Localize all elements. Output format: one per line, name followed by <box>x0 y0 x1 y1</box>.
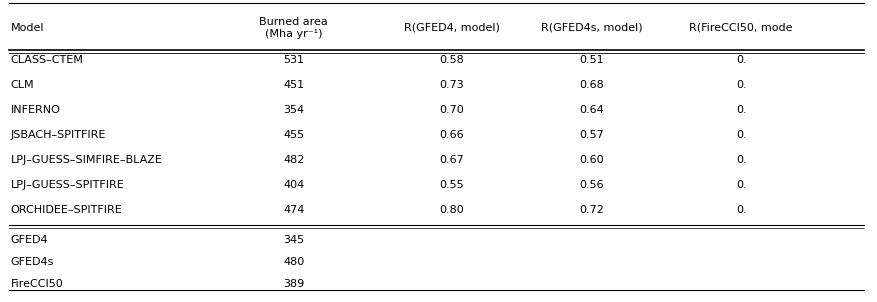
Text: ORCHIDEE–SPITFIRE: ORCHIDEE–SPITFIRE <box>11 205 122 215</box>
Text: GFED4: GFED4 <box>11 235 48 245</box>
Text: 0.56: 0.56 <box>580 180 604 190</box>
Text: CLM: CLM <box>11 80 34 90</box>
Text: LPJ–GUESS–SPITFIRE: LPJ–GUESS–SPITFIRE <box>11 180 125 190</box>
Text: 404: 404 <box>283 180 304 190</box>
Text: 0.67: 0.67 <box>439 155 464 165</box>
Text: LPJ–GUESS–SIMFIRE–BLAZE: LPJ–GUESS–SIMFIRE–BLAZE <box>11 155 162 165</box>
Text: 0.70: 0.70 <box>439 105 464 115</box>
Text: 0.: 0. <box>736 80 746 90</box>
Text: 451: 451 <box>283 80 304 90</box>
Text: 474: 474 <box>283 205 304 215</box>
Text: R(GFED4, model): R(GFED4, model) <box>403 23 500 33</box>
Text: 0.80: 0.80 <box>439 205 464 215</box>
Text: 0.72: 0.72 <box>580 205 604 215</box>
Text: JSBACH–SPITFIRE: JSBACH–SPITFIRE <box>11 130 106 140</box>
Text: 0.51: 0.51 <box>580 55 604 65</box>
Text: 354: 354 <box>283 105 304 115</box>
Text: 0.60: 0.60 <box>580 155 604 165</box>
Text: 389: 389 <box>283 279 304 289</box>
Text: 0.: 0. <box>736 205 746 215</box>
Text: 482: 482 <box>283 155 304 165</box>
Text: Model: Model <box>11 23 44 33</box>
Text: 480: 480 <box>283 257 304 267</box>
Text: 0.68: 0.68 <box>580 80 604 90</box>
Text: 0.: 0. <box>736 155 746 165</box>
Text: 531: 531 <box>283 55 304 65</box>
Text: CLASS–CTEM: CLASS–CTEM <box>11 55 83 65</box>
Text: INFERNO: INFERNO <box>11 105 61 115</box>
Text: GFED4s: GFED4s <box>11 257 53 267</box>
Text: 0.57: 0.57 <box>580 130 604 140</box>
Text: R(GFED4s, model): R(GFED4s, model) <box>541 23 643 33</box>
Text: 0.73: 0.73 <box>439 80 464 90</box>
Text: 0.: 0. <box>736 105 746 115</box>
Text: 0.64: 0.64 <box>580 105 604 115</box>
Text: R(FireCCI50, mode: R(FireCCI50, mode <box>689 23 793 33</box>
Text: 0.58: 0.58 <box>439 55 464 65</box>
Text: 0.: 0. <box>736 180 746 190</box>
Text: Burned area
(Mha yr⁻¹): Burned area (Mha yr⁻¹) <box>260 17 328 39</box>
Text: 455: 455 <box>283 130 304 140</box>
Text: 0.: 0. <box>736 130 746 140</box>
Text: 0.66: 0.66 <box>439 130 464 140</box>
Text: 0.55: 0.55 <box>439 180 464 190</box>
Text: 345: 345 <box>283 235 304 245</box>
Text: FireCCI50: FireCCI50 <box>11 279 63 289</box>
Text: 0.: 0. <box>736 55 746 65</box>
